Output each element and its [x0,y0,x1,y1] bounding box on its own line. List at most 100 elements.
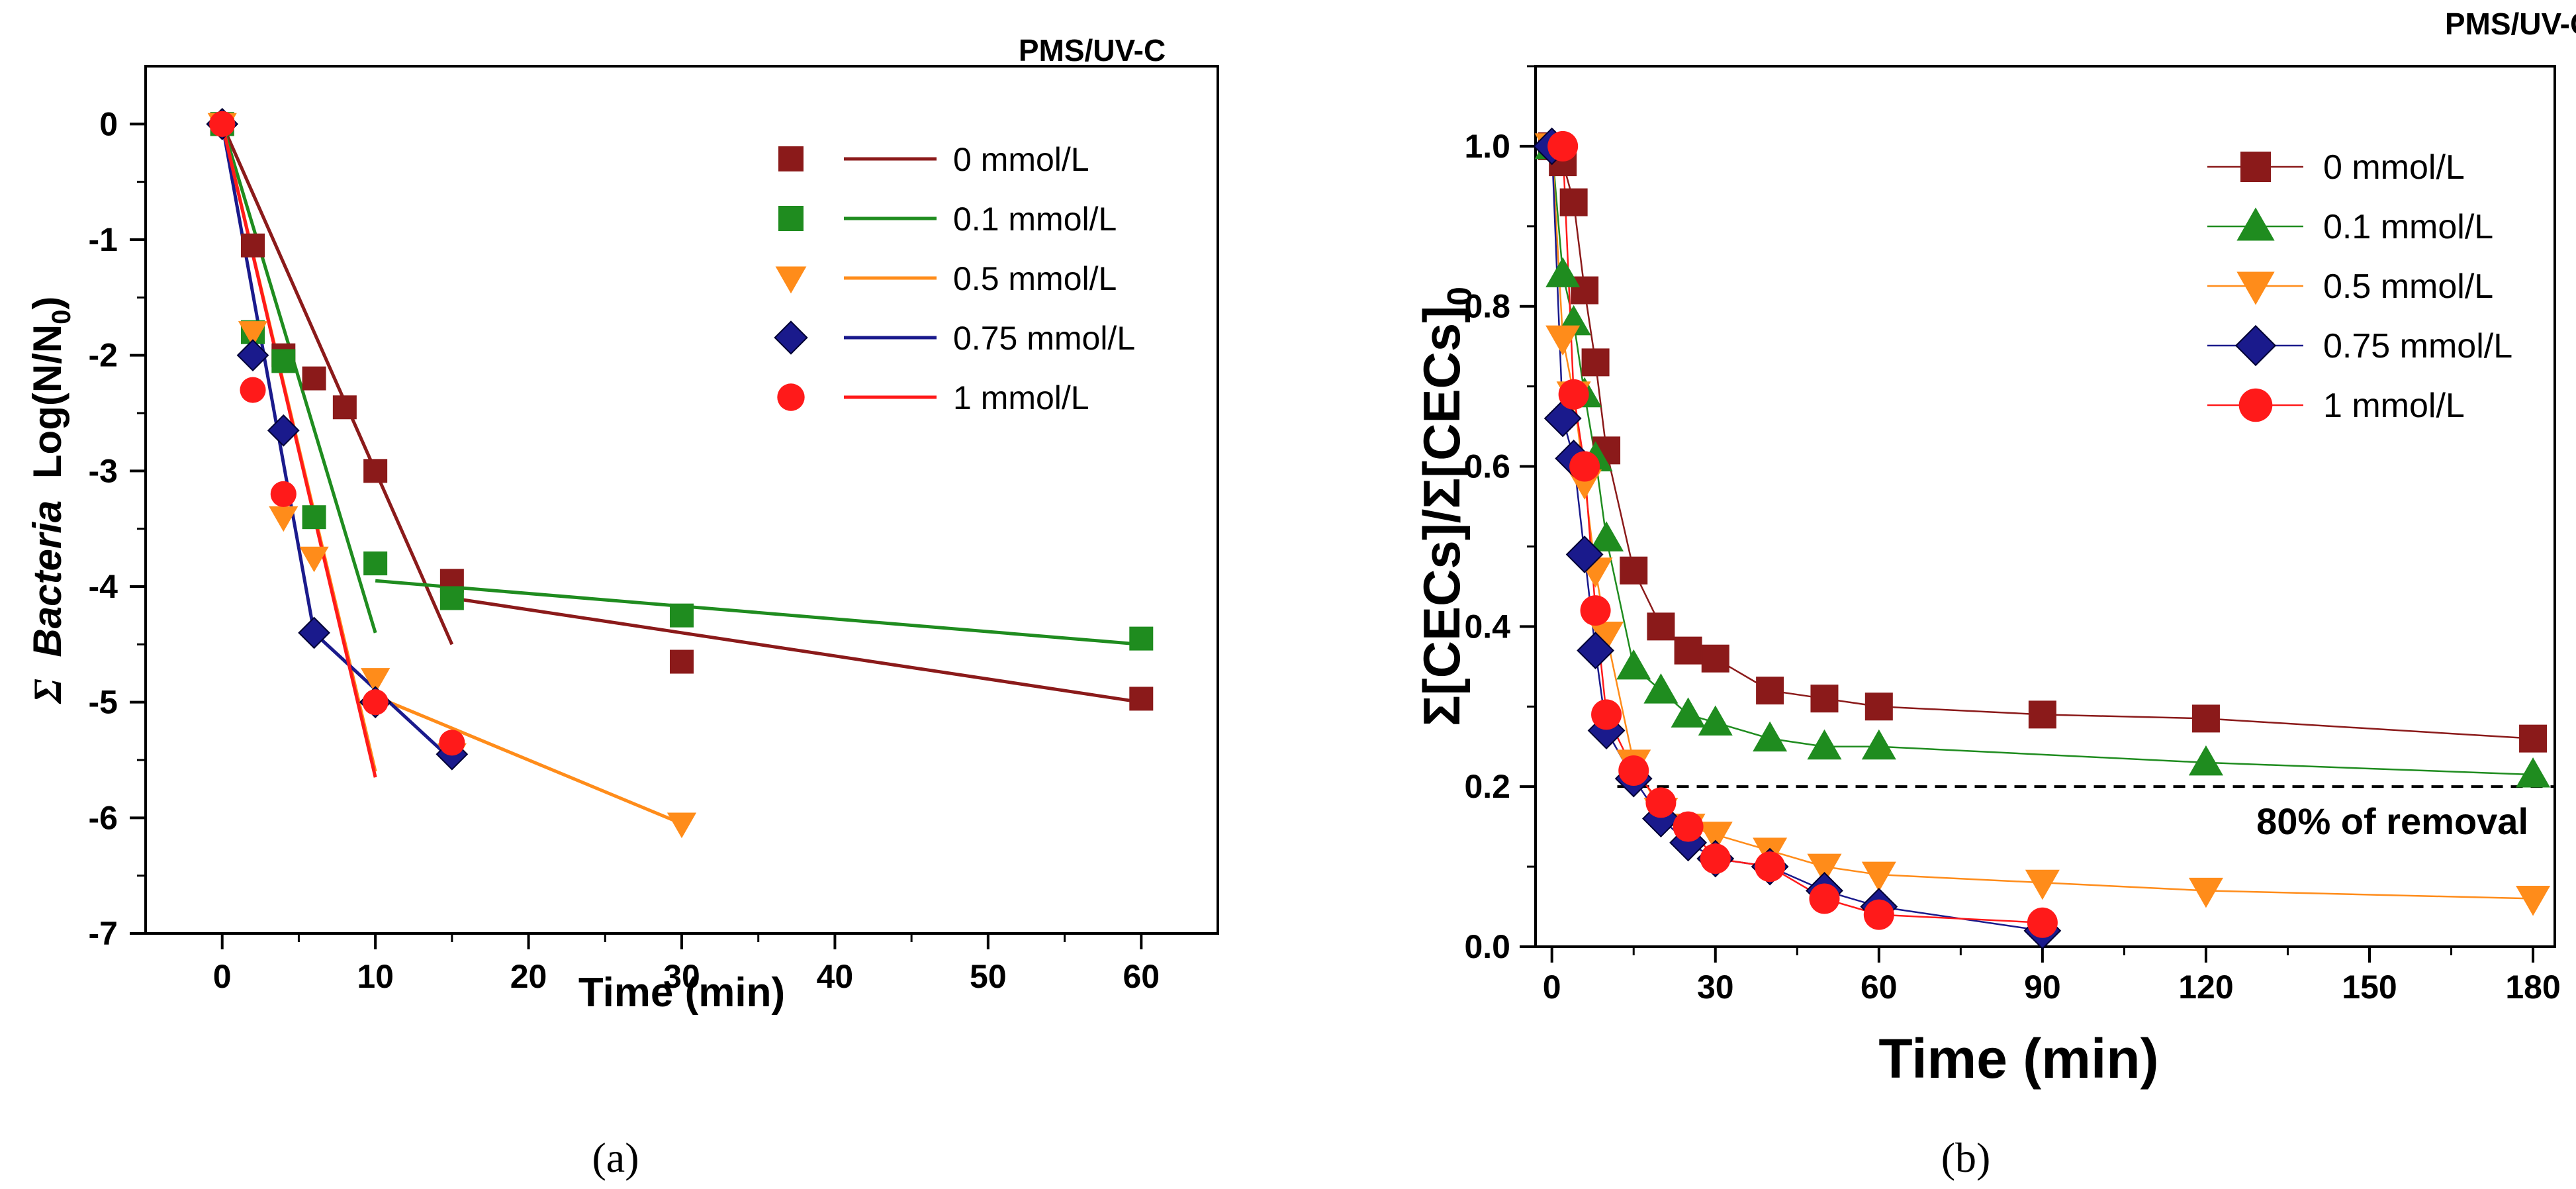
panel-a-ytick-label: -2 [89,337,118,374]
panel-a-point-0-1-mmol-l [271,349,296,373]
panel-a-fit-0-1-mmol-l [375,579,1142,646]
panel-a-legend-label-1-mmol-l: 1 mmol/L [953,379,1089,416]
panel-b-xtick-label: 180 [2505,969,2560,1006]
panel-a-point-0-5-mmol-l [269,506,299,532]
panel-a-point-0-mmol-l [363,459,388,483]
panel-b-point-0-5-mmol-l [1698,822,1733,852]
panel-a-point-0-75-mmol-l [236,339,269,372]
panel-a-point-0-1-mmol-l [1129,626,1154,651]
panel-b-point-0-mmol-l [1756,677,1784,705]
panel-b-legend-label-0-1-mmol-l: 0.1 mmol/L [2323,208,2493,246]
panel-b-point-0-5-mmol-l [2516,885,2551,916]
panel-a-fit-1-mmol-l [220,123,377,778]
panel-b-point-0-1-mmol-l [1616,649,1651,680]
panel-b-point-0-mmol-l [1559,188,1588,216]
panel-b-xlabel: Time (min) [1878,1027,2158,1090]
panel-b-point-1-mmol-l [1645,787,1677,818]
panel-a-point-0-mmol-l [332,395,357,420]
panel-a-ytick-label: -6 [89,799,118,836]
panel-b-legend: 0 mmol/L 0.1 mmol/L 0.5 mmol/L 0.75 mmol/L 1… [2207,148,2512,425]
panel-b-xtick-label: 0 [1543,969,1561,1006]
panel-b-legend-marker-0-1-mmol-l [2236,207,2275,241]
panel-b-ticks: 0 30 60 90 120 150 180 0.0 0.2 0.4 0.6 0.8 1.0 [1464,65,2561,1006]
panel-a-data-points [206,107,1154,839]
panel-a-ytick-label: 0 [99,105,118,142]
panel-a-point-0-mmol-l [670,649,694,674]
panel-a-point-0-1-mmol-l [363,551,388,576]
panel-a-point-0-5-mmol-l [299,546,329,573]
panel-b-point-0-1-mmol-l [2188,745,2223,776]
panel-a-ytick-label: -1 [89,221,118,258]
panel-b-point-0-1-mmol-l [1753,721,1788,752]
panel-a-plot-frame [144,65,1219,935]
panel-a-point-1-mmol-l [362,689,389,716]
panel-b-point-0-5-mmol-l [1861,861,1896,892]
panel-b-legend-marker-0-75-mmol-l [2234,324,2277,367]
panel-a-legend-marker-0-75-mmol-l [774,320,808,355]
panel-b-point-0-1-mmol-l [1807,729,1842,760]
panel-a-ytick-label: -4 [89,568,118,605]
panel-b-point-0-5-mmol-l [1807,853,1842,884]
panel-b-legend-marker-1-mmol-l [2238,388,2273,422]
panel-a-point-0-75-mmol-l [298,616,330,649]
panel-b-xtick-label: 90 [2024,969,2061,1006]
panel-a-point-1-mmol-l [270,481,297,507]
panel-a-point-0-mmol-l [302,366,326,391]
panel-a-point-0-1-mmol-l [670,603,694,628]
panel-b-point-0-5-mmol-l [2025,869,2060,900]
panel-b-point-0-mmol-l [1647,612,1675,641]
panel-a-ylabel-rest: Log(N/N [25,324,69,479]
panel-b-line-1-mmol-l [1561,146,2043,924]
panel-b-point-1-mmol-l [1580,595,1611,626]
panel-b-legend-label-0-5-mmol-l: 0.5 mmol/L [2323,267,2493,306]
panel-a-point-1-mmol-l [240,377,266,403]
panel-a-legend-marker-0-5-mmol-l [775,266,807,294]
panel-b-point-0-1-mmol-l [1589,521,1624,551]
panel-a-ylabel: Σ Bacteria Log(N/N0) [25,297,76,704]
panel-a-xtick-label: 40 [817,958,854,995]
panel-a-point-0-mmol-l [241,233,265,258]
panel-b-title: PMS/UV-C [2445,7,2576,41]
panel-b-point-0-mmol-l [1810,685,1839,713]
panel-b-point-0-mmol-l [2191,704,2220,733]
panel-a-point-0-75-mmol-l [267,414,300,447]
panel-a-legend: 0 mmol/L 0.1 mmol/L 0.5 mmol/L 0.75 mmol/L 1… [774,141,1135,416]
panel-a-legend-label-0-75-mmol-l: 0.75 mmol/L [953,320,1135,357]
panel-b-point-1-mmol-l [1591,699,1622,730]
panel-b-point-1-mmol-l [1863,899,1894,930]
panel-a-xtick-label: 0 [213,958,232,995]
panel-b-legend-marker-0-mmol-l [2240,152,2271,182]
panel-b-point-0-mmol-l [1674,636,1702,665]
panel-a-point-0-mmol-l [1129,687,1154,711]
panel-a-ticks: 0 10 20 30 40 50 60 0 -1 -2 -3 -4 -5 -6 -7 [89,105,1160,995]
panel-b-point-1-mmol-l [1809,883,1840,914]
panel-a-ylabel-italic: Bacteria [25,500,69,657]
panel-a-point-0-1-mmol-l [302,505,326,530]
panel-b-point-0-5-mmol-l [1589,621,1624,652]
panel-b-point-1-mmol-l [1569,451,1600,482]
panel-b-xtick-label: 150 [2342,969,2397,1006]
panel-a-point-0-5-mmol-l [238,321,268,347]
panel-a-legend-marker-0-mmol-l [778,146,804,171]
panel-b-ytick-label: 0.0 [1464,928,1510,965]
panel-a-xtick-label: 60 [1123,958,1160,995]
panel-a-fit-0-1-mmol-l [220,123,377,634]
panel-b-ytick-label: 1.0 [1464,128,1510,165]
panel-b-point-0-5-mmol-l [2188,877,2223,908]
panel-b-ytick-label: 0.2 [1464,768,1510,805]
panel-a-fit-0-mmol-l [451,596,1142,704]
panel-b-ylabel-main: Σ[CECs]/Σ[CECs] [1412,306,1471,726]
panel-b-reference-label: 80% of removal [2256,800,2528,842]
panel-b-point-1-mmol-l [1547,130,1579,162]
panel-b-xtick-label: 120 [2178,969,2233,1006]
panel-a-ylabel-sub: 0 [47,310,76,324]
panel-b-point-0-75-mmol-l [1577,632,1615,670]
panel-b-point-0-1-mmol-l [1671,697,1706,728]
panel-a-ytick-label: -5 [89,684,118,721]
panel-b-point-1-mmol-l [1755,851,1786,882]
panel-b-xtick-label: 60 [1861,969,1898,1006]
panel-b-point-0-mmol-l [2028,700,2056,729]
panel-b-caption: (b) [1941,1134,1991,1181]
panel-b-point-1-mmol-l [1558,379,1589,410]
